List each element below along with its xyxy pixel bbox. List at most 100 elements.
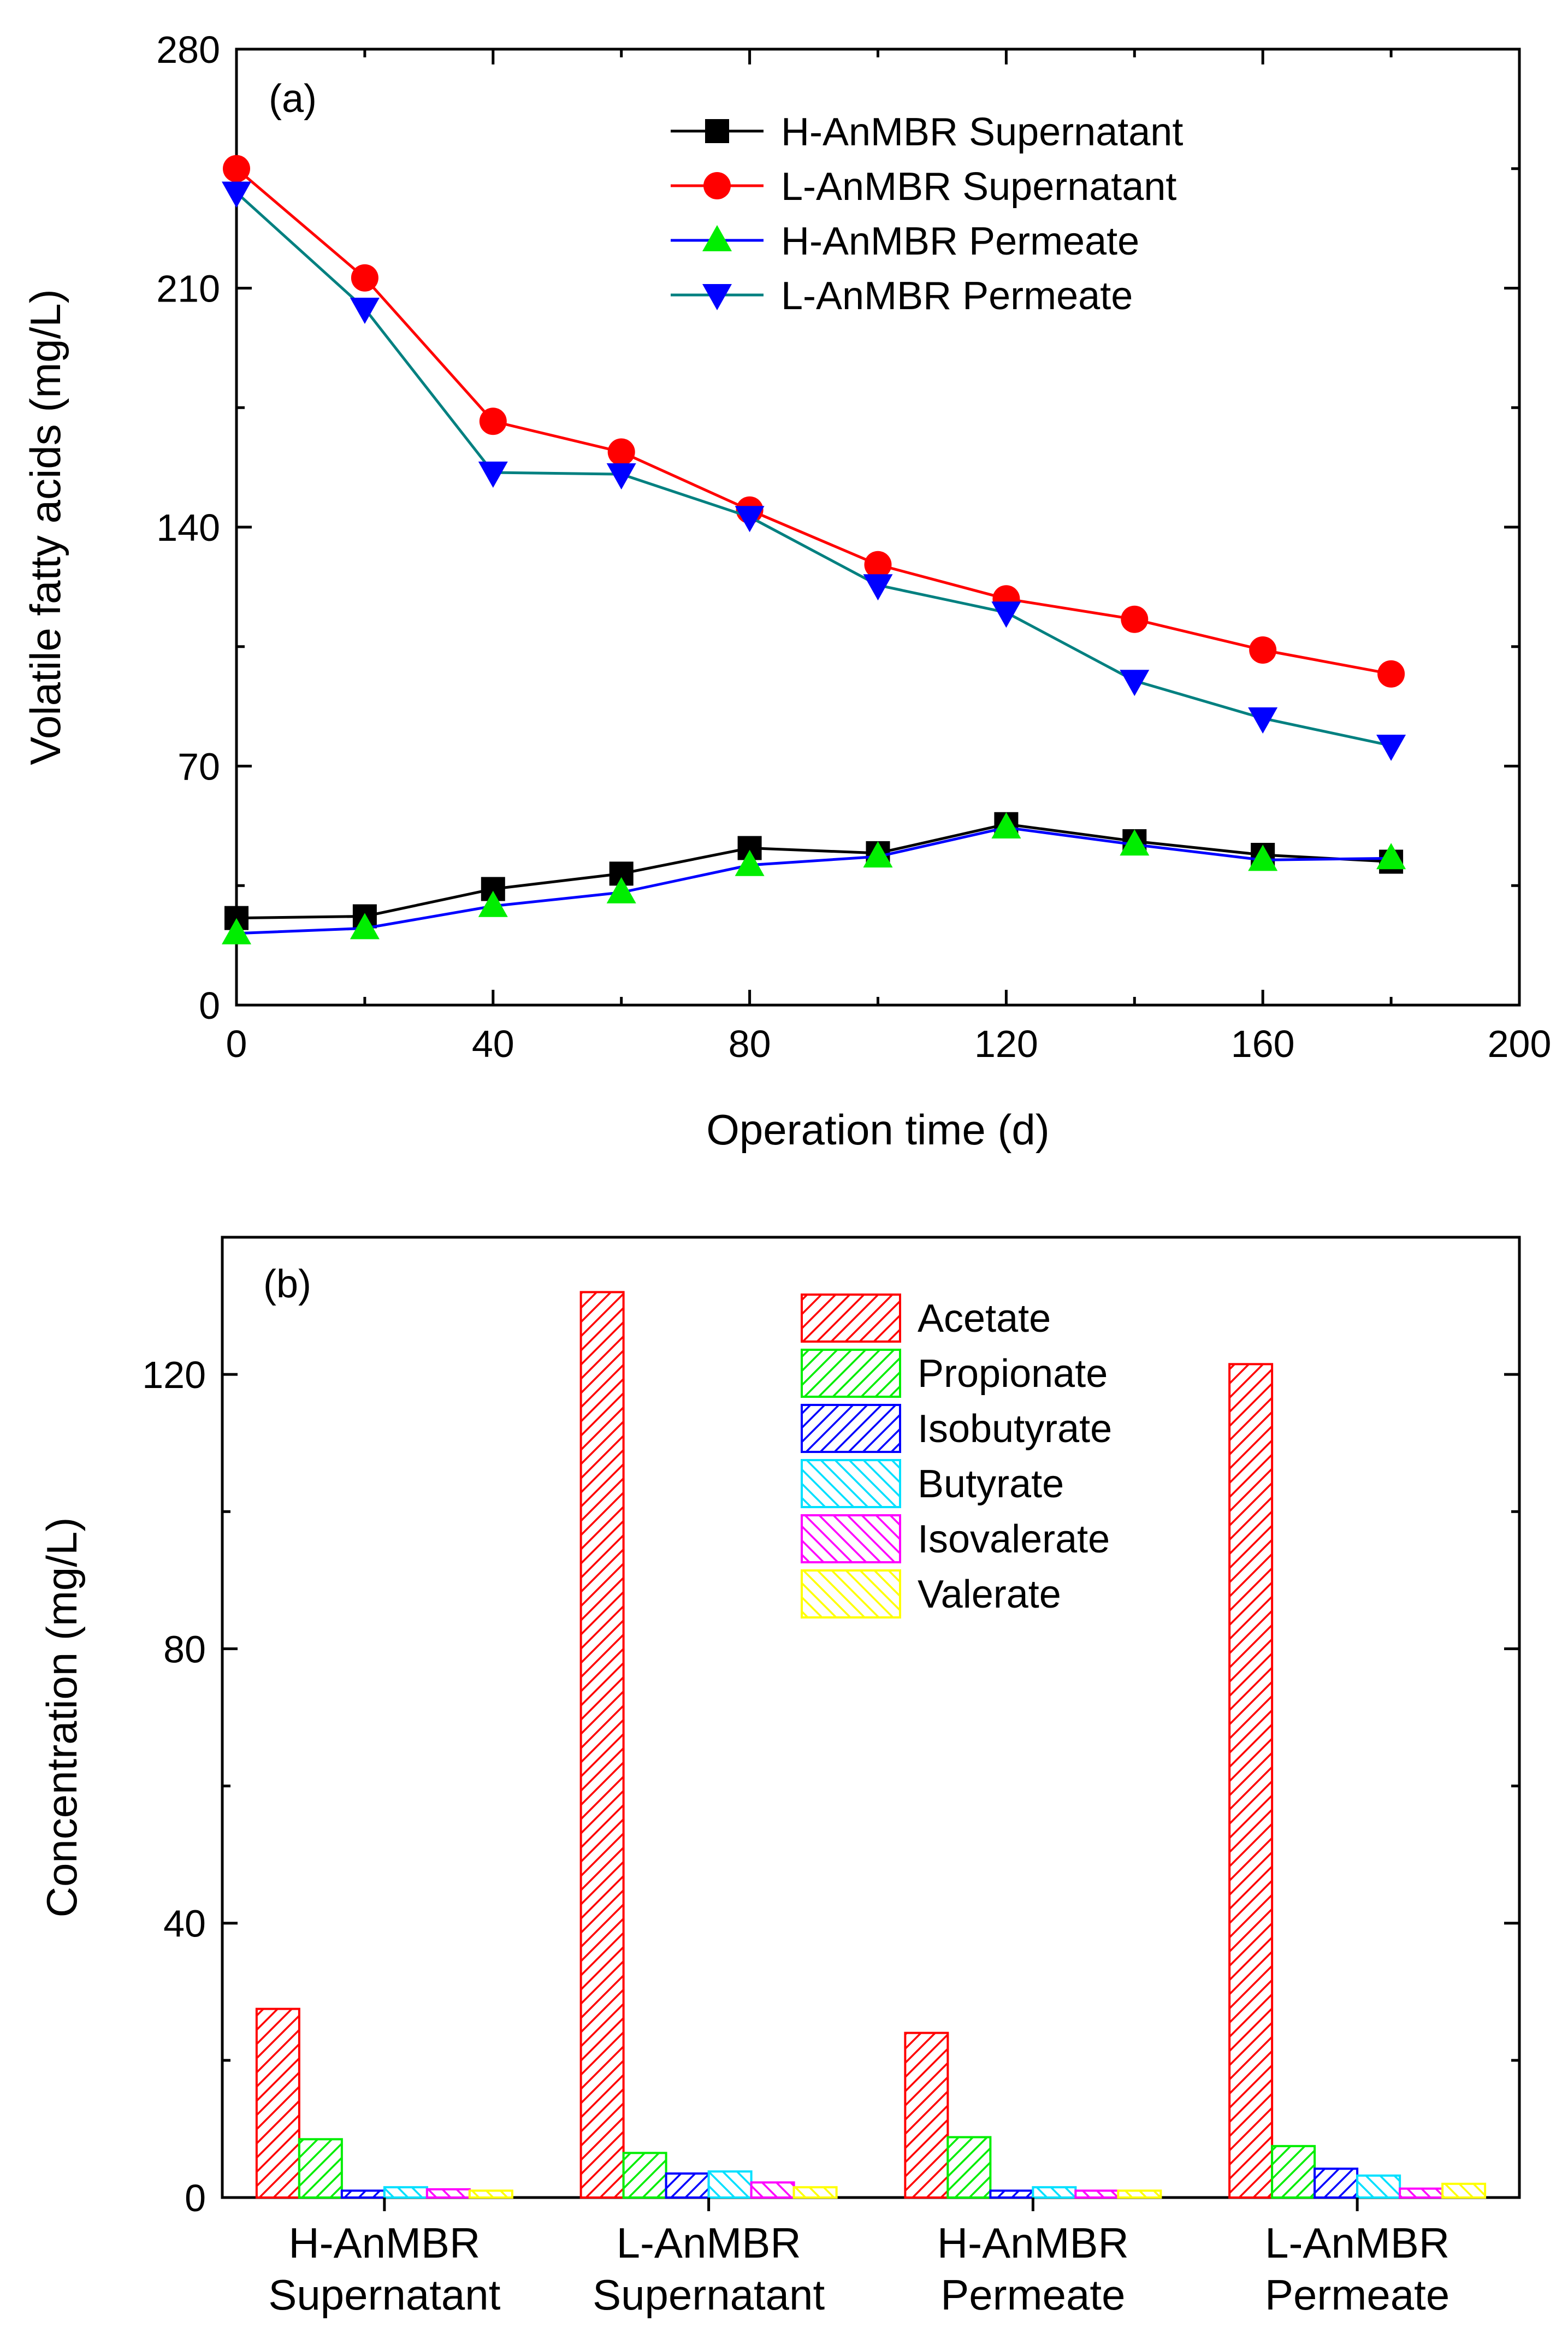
legend-swatch xyxy=(801,1404,901,1453)
bar xyxy=(468,2189,513,2199)
data-point xyxy=(991,601,1021,628)
bar xyxy=(298,2138,343,2199)
data-point xyxy=(606,877,636,903)
legend-label: Isovalerate xyxy=(918,1517,1110,1561)
data-point xyxy=(1249,636,1277,664)
legend-swatch xyxy=(801,1569,901,1619)
data-point xyxy=(222,181,251,208)
legend-label: H-AnMBR Permeate xyxy=(781,220,1139,263)
legend-label: Isobutyrate xyxy=(918,1407,1112,1451)
data-point xyxy=(991,812,1021,838)
bar xyxy=(1228,1363,1274,2199)
panel-label-b: (b) xyxy=(263,1262,311,1306)
bar xyxy=(622,2152,667,2199)
legend-label: L-AnMBR Permeate xyxy=(781,274,1133,318)
series-line xyxy=(236,823,1392,920)
data-point xyxy=(479,407,507,435)
legend-swatch xyxy=(801,1514,901,1563)
category-label-line2: Permeate xyxy=(940,2271,1125,2319)
data-point xyxy=(1120,670,1150,696)
x-tick-label: 120 xyxy=(974,1023,1038,1065)
bar xyxy=(579,1291,625,2199)
data-point xyxy=(1376,735,1406,761)
data-point xyxy=(478,890,508,917)
y-tick-label: 140 xyxy=(156,506,220,549)
category-label-line1: H-AnMBR xyxy=(288,2219,480,2267)
bar xyxy=(1356,2174,1401,2199)
bar xyxy=(1074,2189,1120,2199)
bar xyxy=(1271,2145,1316,2199)
category-label-line1: L-AnMBR xyxy=(1265,2219,1449,2267)
y-tick-label: 40 xyxy=(163,1903,206,1945)
y-axis-title: Concentration (mg/L) xyxy=(38,1517,86,1918)
data-point xyxy=(1377,660,1405,688)
category-label-line1: L-AnMBR xyxy=(617,2219,801,2267)
legend-label: Valerate xyxy=(918,1573,1061,1616)
bar xyxy=(989,2189,1034,2199)
data-point xyxy=(223,155,250,182)
x-tick-label: 0 xyxy=(226,1023,247,1065)
data-point xyxy=(735,506,765,533)
plot-frame-b xyxy=(221,1236,1521,2199)
y-axis-title: Volatile fatty acids (mg/L) xyxy=(21,289,69,765)
y-tick-label: 0 xyxy=(185,2177,206,2219)
bar xyxy=(792,2186,838,2199)
legend-marker xyxy=(702,225,732,251)
bar xyxy=(1117,2189,1162,2199)
legend-swatch xyxy=(801,1349,901,1398)
data-point xyxy=(478,462,508,488)
series-h-anmbr-supernatant xyxy=(224,812,1404,930)
data-point xyxy=(350,298,380,324)
data-point xyxy=(863,841,893,868)
data-point xyxy=(863,574,893,601)
legend-marker xyxy=(703,172,731,199)
data-point xyxy=(1248,844,1278,871)
panel-label-a: (a) xyxy=(269,77,317,121)
data-point xyxy=(607,438,635,466)
legend-marker xyxy=(705,119,729,143)
data-point xyxy=(606,463,636,490)
bar xyxy=(1032,2186,1077,2199)
x-tick-label: 40 xyxy=(472,1023,514,1065)
legend-swatch xyxy=(801,1294,901,1343)
x-tick-label: 80 xyxy=(729,1023,771,1065)
data-point xyxy=(350,913,380,940)
legend-swatch xyxy=(801,1459,901,1508)
category-label-line2: Supernatant xyxy=(593,2271,825,2319)
data-point xyxy=(1121,605,1149,633)
bar xyxy=(946,2136,992,2199)
legend-label: L-AnMBR Supernatant xyxy=(781,165,1176,209)
category-label-line1: H-AnMBR xyxy=(937,2219,1129,2267)
series-h-anmbr-permeate xyxy=(222,812,1406,944)
data-point xyxy=(222,918,251,944)
legend-label: H-AnMBR Supernatant xyxy=(781,110,1183,154)
series-l-anmbr-supernatant xyxy=(223,155,1405,688)
legend-label: Propionate xyxy=(918,1352,1108,1396)
x-axis-title: Operation time (d) xyxy=(706,1106,1050,1154)
panel-a-line-chart: 0 40 80 120 160 200 0 70 140 210 280 Operation time… xyxy=(21,28,1551,1154)
category-label-line2: Supernatant xyxy=(268,2271,500,2319)
y-tick-label: 280 xyxy=(156,28,220,71)
series-line xyxy=(236,826,1392,935)
bar xyxy=(665,2172,710,2199)
category-label-line2: Permeate xyxy=(1265,2271,1449,2319)
bar xyxy=(750,2181,795,2199)
bar xyxy=(707,2170,753,2199)
series-line xyxy=(235,191,1392,747)
bar xyxy=(255,2007,300,2199)
bar xyxy=(383,2186,428,2199)
bar xyxy=(340,2189,386,2199)
legend-label: Butyrate xyxy=(918,1462,1064,1506)
data-point xyxy=(351,264,378,292)
data-point xyxy=(864,551,892,578)
y-tick-label: 80 xyxy=(163,1628,206,1670)
series-line xyxy=(235,167,1392,676)
bar xyxy=(904,2031,949,2199)
data-point xyxy=(1120,829,1150,856)
bar xyxy=(1441,2182,1487,2199)
bar xyxy=(1399,2187,1444,2199)
legend-marker xyxy=(702,284,732,310)
data-point xyxy=(1248,707,1278,734)
